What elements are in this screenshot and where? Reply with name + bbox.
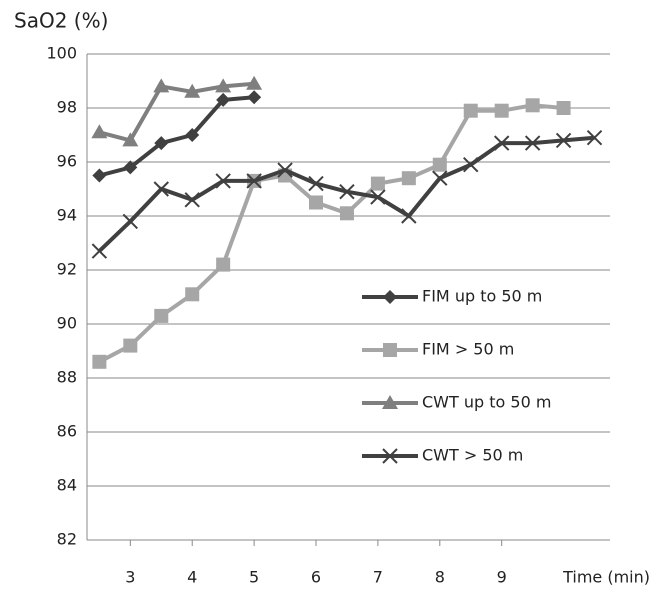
marker [185,128,200,142]
marker [122,132,139,147]
legend-marker [382,395,398,409]
marker [123,338,138,353]
marker [122,213,139,230]
x-tick-label: 4 [187,568,197,587]
marker [184,192,200,208]
marker [215,173,231,189]
marker [215,78,232,93]
marker [91,124,108,139]
marker [154,136,169,151]
marker [370,176,385,191]
y-tick-label: 82 [57,530,77,549]
marker [586,129,603,146]
marker [185,287,200,302]
x-tick-label: 8 [435,568,445,587]
marker [216,92,231,107]
marker [339,206,354,221]
x-tick-label: 7 [373,568,383,587]
marker [401,208,417,224]
y-axis-label: SaO2 (%) [14,9,108,33]
x-tick-label: 3 [125,568,135,587]
marker [494,103,509,118]
marker [154,308,169,323]
legend-marker [383,343,397,357]
marker [556,101,571,115]
marker [525,98,540,113]
legend-marker [382,448,398,464]
marker [153,181,169,197]
legend-label: CWT up to 50 m [422,393,551,412]
series-line [97,135,595,253]
marker [92,354,107,369]
marker [123,160,138,175]
marker [246,75,263,90]
legend-label: FIM up to 50 m [422,287,542,306]
marker [555,132,572,149]
y-tick-label: 86 [57,422,77,441]
y-tick-label: 94 [57,206,77,225]
marker [277,162,293,178]
y-tick-label: 90 [57,314,77,333]
marker [370,189,386,205]
legend-marker [383,290,397,304]
marker [493,135,510,151]
marker [246,173,262,189]
marker [91,243,108,259]
y-tick-label: 84 [57,476,77,495]
marker [463,156,479,173]
marker [524,135,541,151]
x-tick-label: 9 [497,568,507,587]
marker [309,195,324,210]
marker [184,83,201,98]
marker [308,175,324,192]
marker [401,171,416,186]
marker [92,168,107,183]
marker [339,183,355,200]
x-axis-label: Time (min) [562,568,650,587]
x-tick-label: 5 [249,568,259,587]
series-line [98,81,255,143]
y-tick-label: 100 [46,44,77,63]
legend-label: CWT > 50 m [422,446,523,465]
marker [153,78,170,93]
y-tick-label: 96 [57,152,77,171]
legend-label: FIM > 50 m [422,340,514,359]
marker [463,103,478,118]
y-tick-label: 98 [57,98,77,117]
marker [432,170,448,186]
marker [432,157,447,172]
marker [247,90,262,105]
y-tick-label: 92 [57,260,77,279]
marker [216,257,231,272]
y-tick-label: 88 [57,368,77,387]
series-line [98,103,564,364]
x-tick-label: 6 [311,568,321,587]
